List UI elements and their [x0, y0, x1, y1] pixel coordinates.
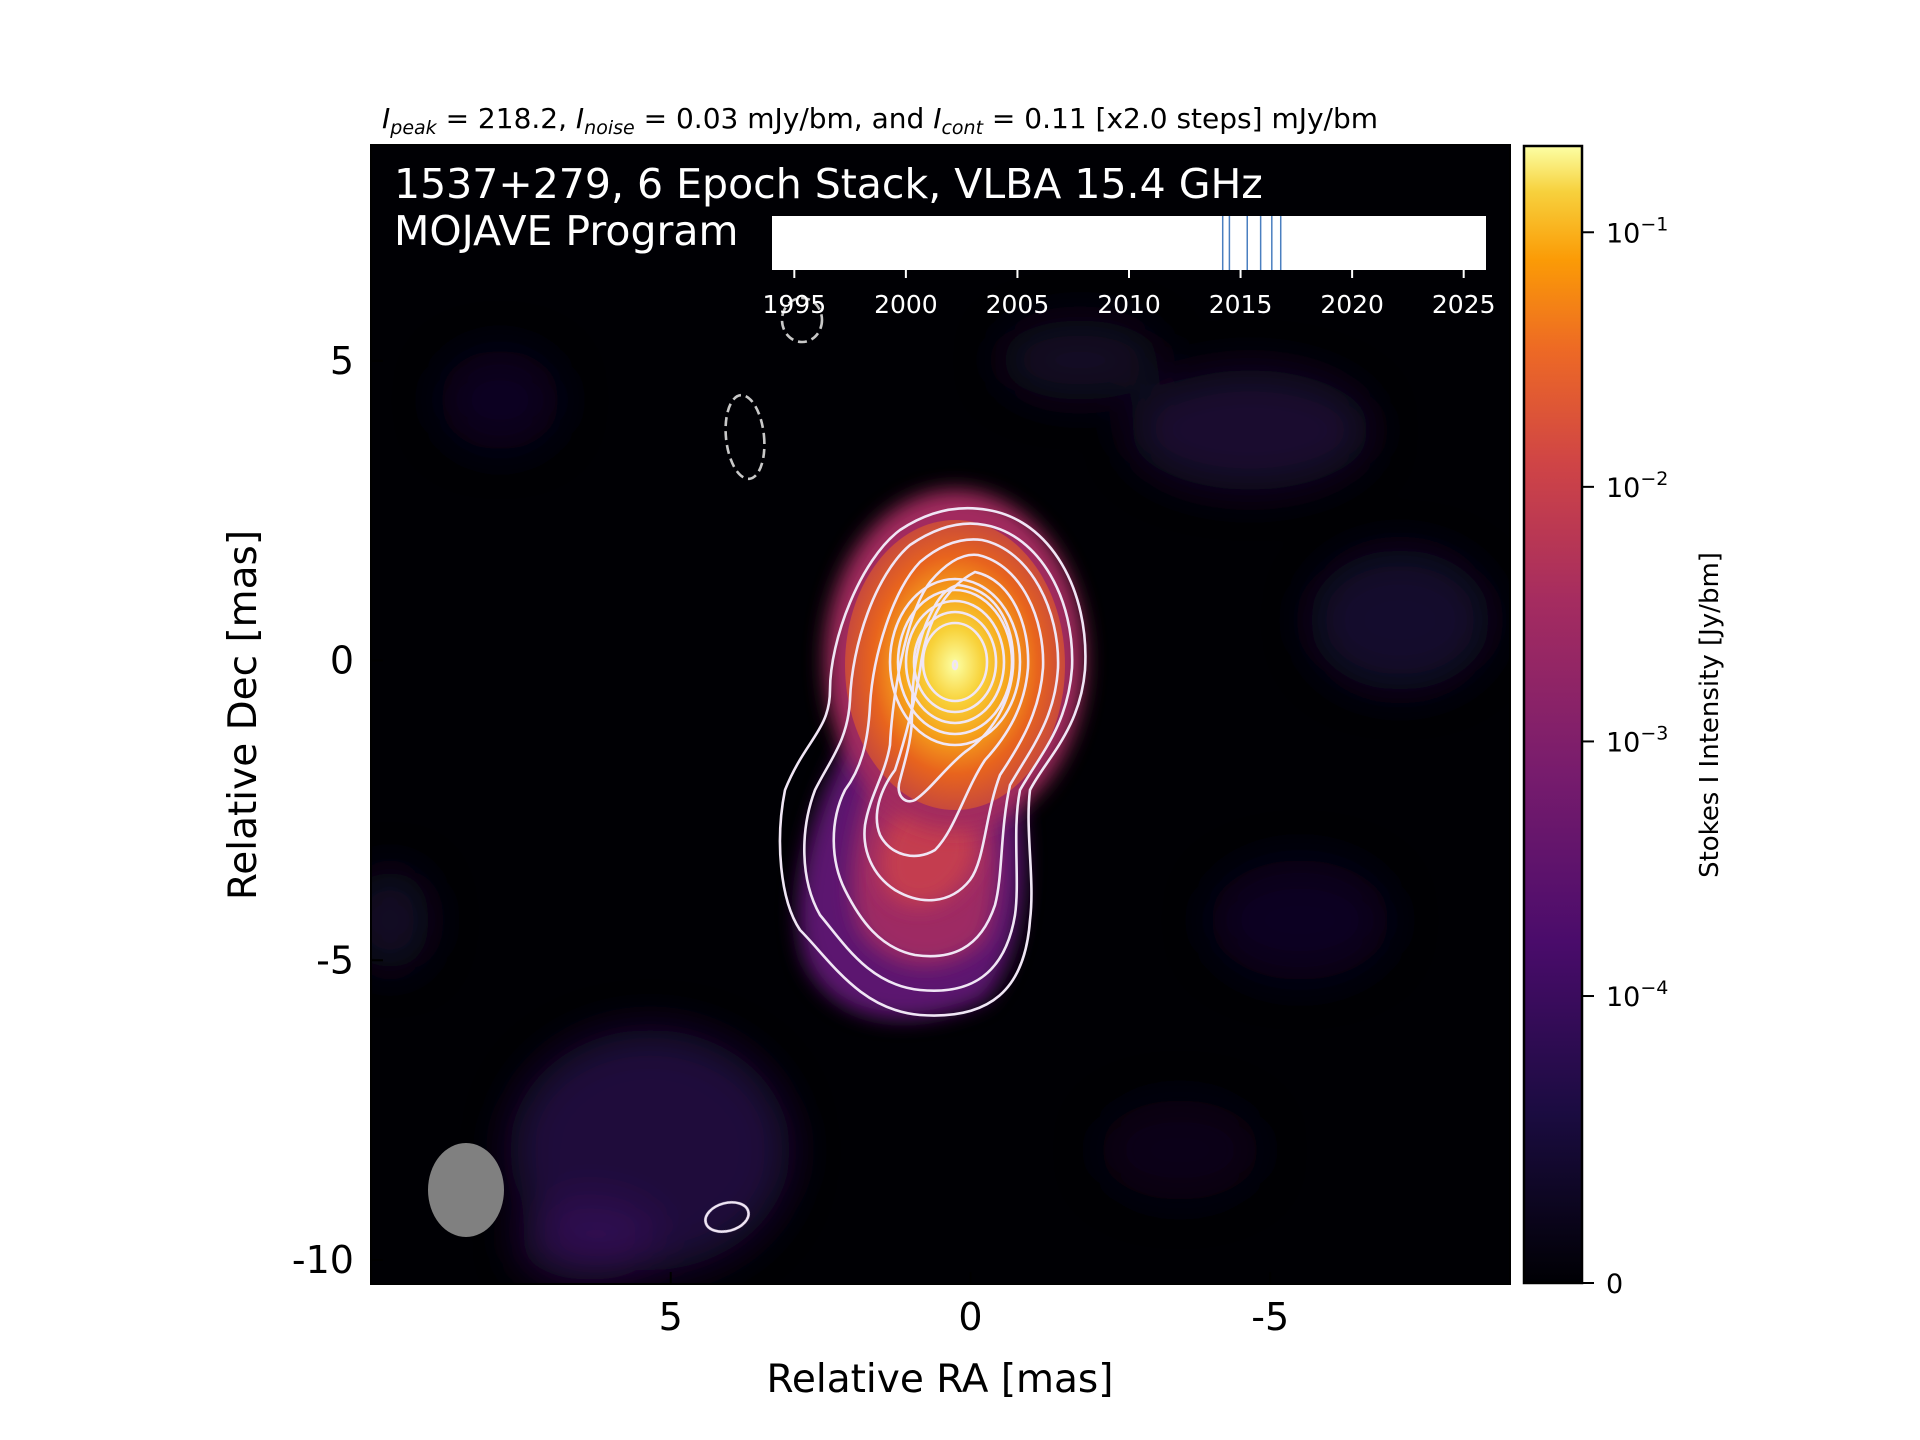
x-tick-label: -5: [1251, 1295, 1289, 1339]
contour-island: [704, 1201, 750, 1233]
beam-ellipse: [428, 1143, 504, 1237]
colorbar-tick-label: 10−1: [1606, 213, 1668, 249]
colorbar-tick-label: 0: [1606, 1269, 1623, 1300]
icont-value: = 0.11 [x2.0 steps] mJy/bm: [983, 102, 1378, 135]
ipeak-symbol: I: [382, 102, 390, 135]
ipeak-subscript: peak: [389, 117, 437, 139]
inoise-subscript: noise: [584, 117, 635, 139]
colorbar: [1522, 144, 1584, 1285]
timeline-tick-label: 2005: [986, 290, 1050, 319]
icont-symbol: I: [933, 102, 941, 135]
x-tick-label: 0: [958, 1295, 982, 1339]
colorbar-label: Stokes I Intensity [Jy/bm]: [1695, 552, 1725, 878]
y-axis: 5 0 -5 -10: [292, 339, 383, 1282]
plot-frame: [370, 144, 1511, 1285]
image-plot: [371, 145, 1510, 1284]
y-tick-label: -5: [316, 938, 354, 982]
icont-subscript: cont: [941, 117, 984, 139]
timeline-tick-label: 2015: [1209, 290, 1273, 319]
y-tick-label: 0: [330, 639, 354, 683]
x-axis: 5 0 -5: [659, 1272, 1289, 1339]
colorbar-tick-label: 10−2: [1606, 468, 1668, 504]
contours: [704, 506, 1087, 1233]
timeline-tick-label: 2025: [1432, 290, 1496, 319]
timeline-tick-label: 2000: [874, 290, 938, 319]
colorbar-tick-label: 10−4: [1606, 977, 1668, 1013]
y-axis-label: Relative Dec [mas]: [221, 530, 266, 900]
x-axis-label: Relative RA [mas]: [767, 1357, 1114, 1402]
colorbar-ticks: 0 10−4 10−3 10−2 10−1: [1582, 213, 1668, 1300]
epoch-timeline: 1995 2000 2005 2010 2015 2020 2025: [763, 216, 1496, 319]
y-tick-label: -10: [292, 1238, 354, 1282]
x-tick-label: 5: [659, 1295, 683, 1339]
header-stats: Ipeak = 218.2, Inoise = 0.03 mJy/bm, and…: [382, 102, 1378, 139]
negative-contours: [724, 296, 824, 481]
noise-emission: [371, 320, 1490, 1280]
source-title: 1537+279, 6 Epoch Stack, VLBA 15.4 GHz: [394, 160, 1263, 208]
timeline-tick-label: 2020: [1320, 290, 1384, 319]
program-label: MOJAVE Program: [394, 207, 738, 255]
y-tick-label: 5: [330, 339, 354, 383]
timeline-tick-label: 1995: [763, 290, 827, 319]
ipeak-value: = 218.2,: [437, 102, 576, 135]
timeline-box: [772, 216, 1486, 270]
timeline-tick-label: 2010: [1097, 290, 1161, 319]
colorbar-tick-label: 10−3: [1606, 722, 1668, 758]
inoise-symbol: I: [576, 102, 584, 135]
inoise-value: = 0.03 mJy/bm, and: [635, 102, 933, 135]
